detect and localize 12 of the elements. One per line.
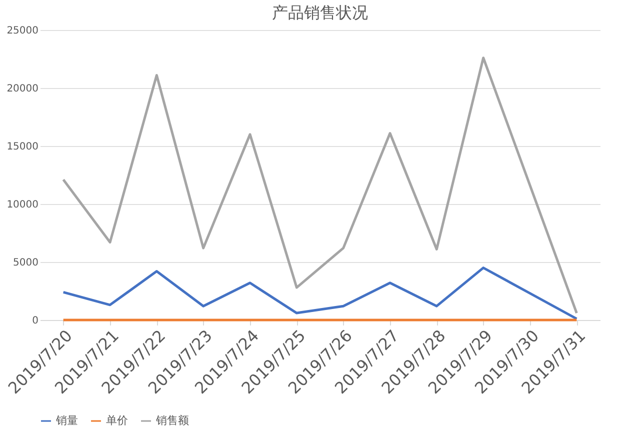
- line-series: [62, 56, 578, 314]
- legend-label: 销售额: [155, 414, 189, 427]
- y-tick-label: 0: [32, 316, 38, 326]
- y-tick-label: 25000: [6, 26, 38, 36]
- legend-label: 销量: [55, 414, 78, 427]
- y-tick-label: 15000: [6, 142, 38, 152]
- legend-label: 单价: [106, 414, 128, 427]
- y-tick-label: 10000: [6, 200, 38, 210]
- y-tick-label: 20000: [6, 84, 38, 94]
- line-series: [62, 266, 578, 320]
- y-tick-label: 5000: [13, 258, 38, 268]
- chart-title: 产品销售状况: [272, 3, 368, 22]
